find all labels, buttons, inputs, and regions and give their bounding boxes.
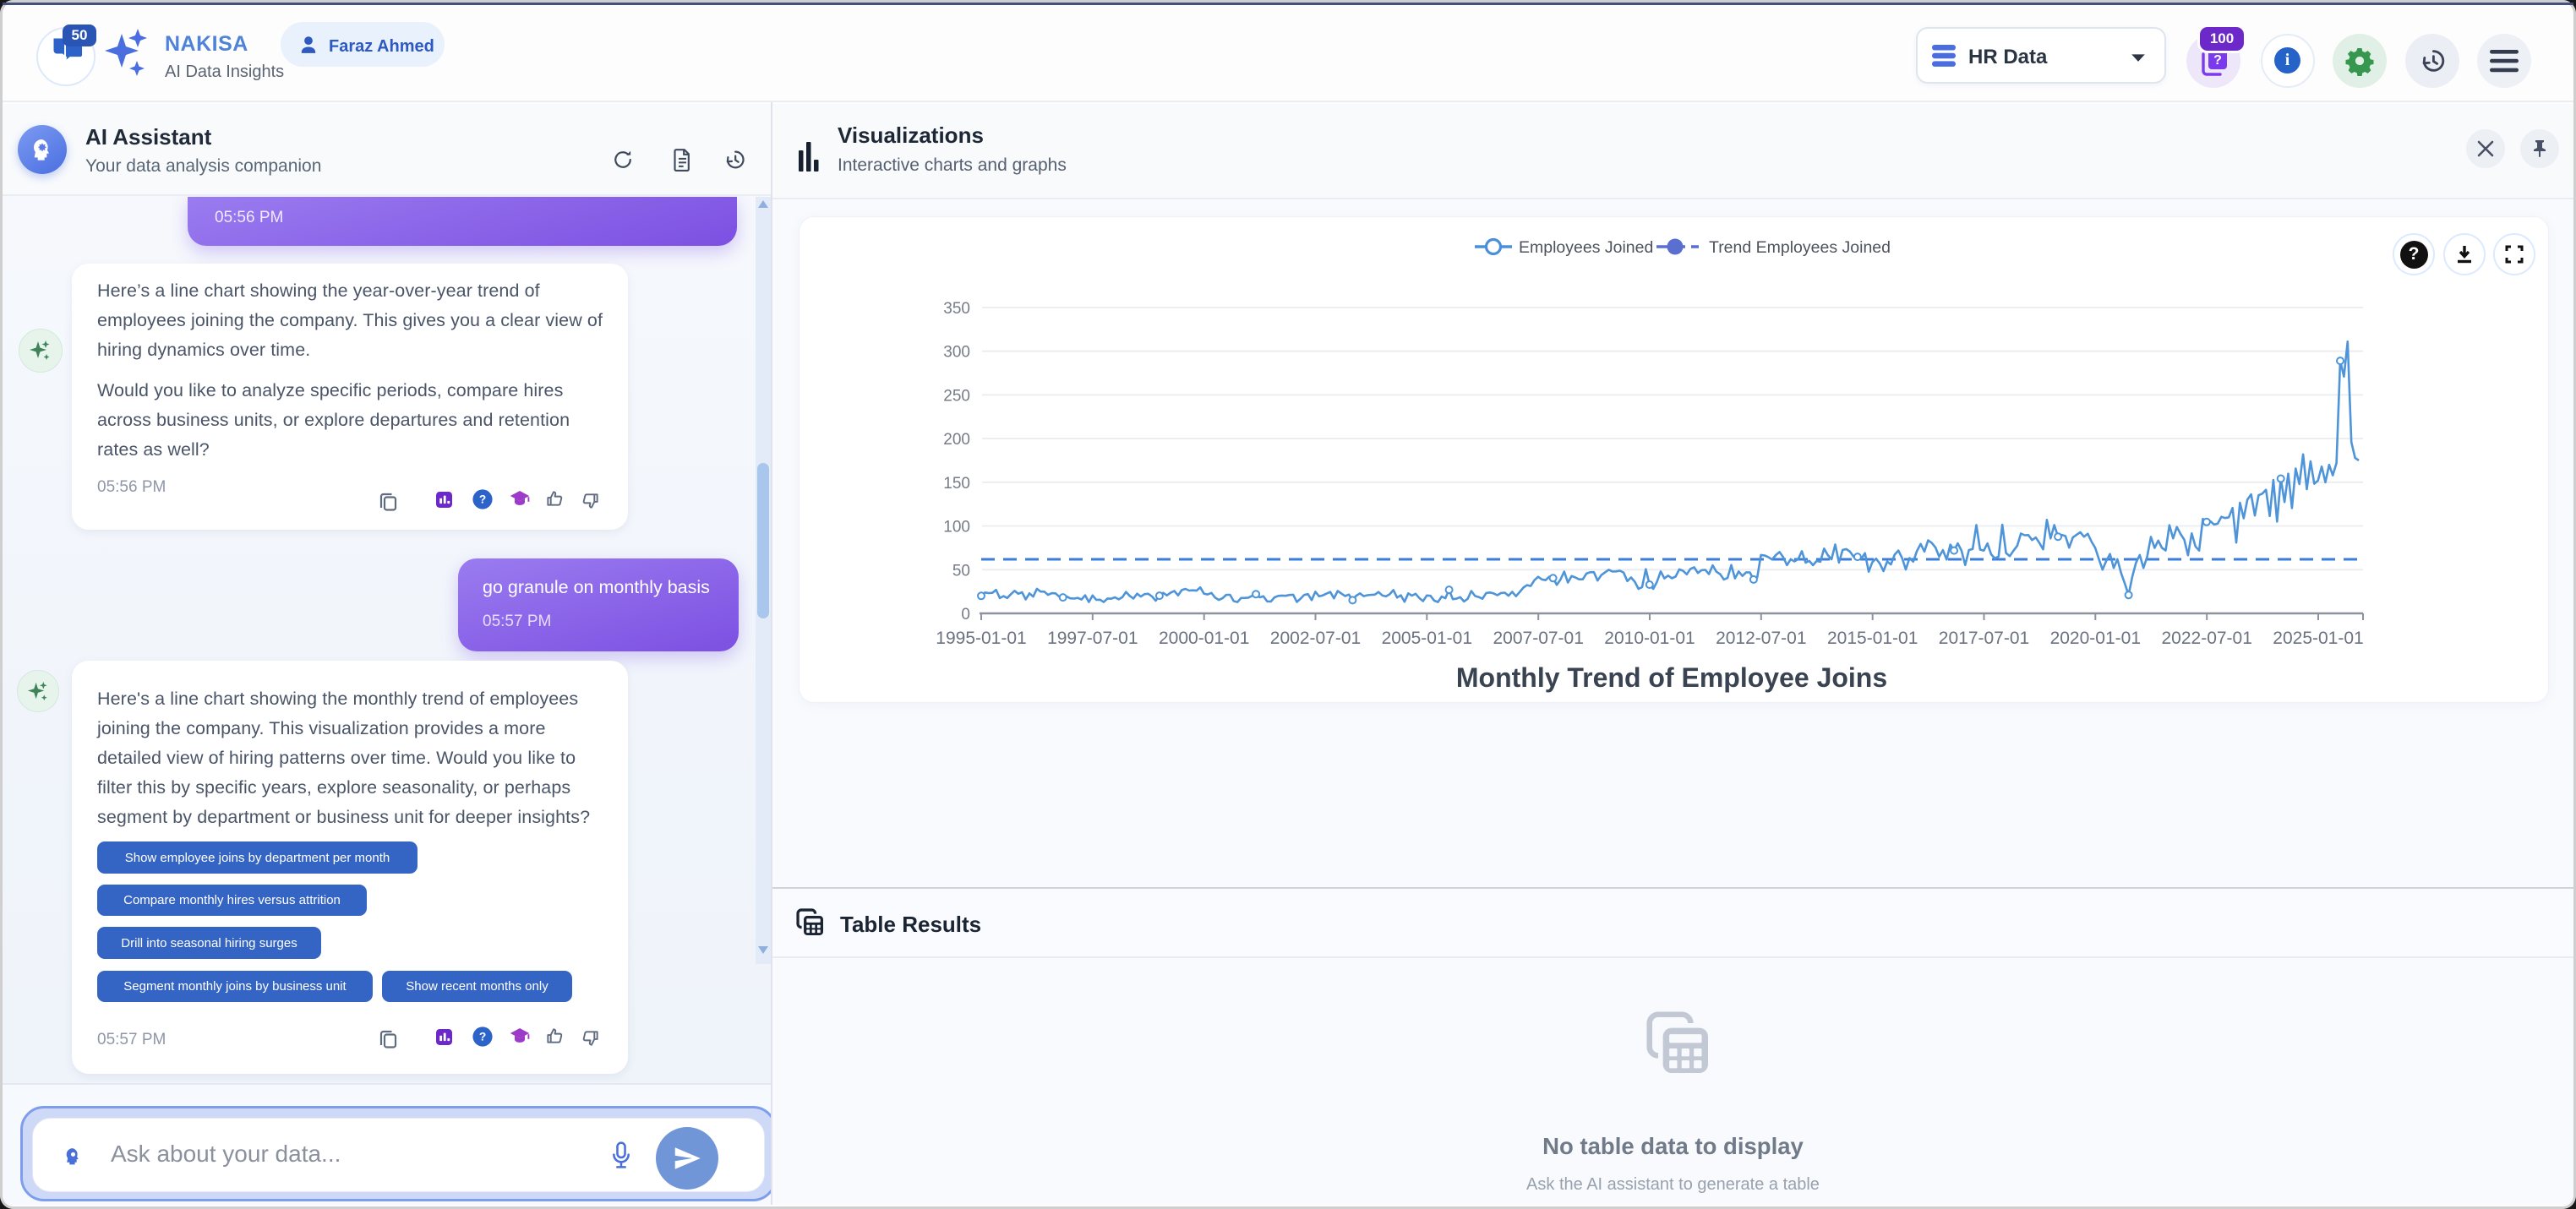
svg-text:Trend Employees Joined: Trend Employees Joined — [1709, 238, 1891, 257]
svg-text:2005-01-01: 2005-01-01 — [1382, 629, 1472, 648]
svg-text:100: 100 — [943, 519, 970, 536]
svg-text:1997-07-01: 1997-07-01 — [1047, 629, 1138, 648]
svg-text:Monthly Trend of Employee Join: Monthly Trend of Employee Joins — [1456, 662, 1887, 693]
svg-text:2012-07-01: 2012-07-01 — [1716, 629, 1806, 648]
svg-text:2017-07-01: 2017-07-01 — [1939, 629, 2029, 648]
svg-text:?: ? — [479, 493, 486, 506]
svg-text:1995-01-01: 1995-01-01 — [936, 629, 1026, 648]
svg-text:2022-07-01: 2022-07-01 — [2161, 629, 2251, 648]
svg-text:300: 300 — [943, 344, 970, 362]
svg-text:2007-07-01: 2007-07-01 — [1493, 629, 1583, 648]
svg-text:250: 250 — [943, 387, 970, 405]
svg-text:350: 350 — [943, 300, 970, 318]
svg-text:2010-01-01: 2010-01-01 — [1604, 629, 1695, 648]
svg-text:50: 50 — [952, 562, 970, 580]
svg-text:?: ? — [479, 1031, 486, 1043]
svg-text:?: ? — [2213, 53, 2222, 68]
svg-text:2015-01-01: 2015-01-01 — [1827, 629, 1918, 648]
svg-text:150: 150 — [943, 475, 970, 493]
svg-text:2000-01-01: 2000-01-01 — [1159, 629, 1249, 648]
svg-text:2002-07-01: 2002-07-01 — [1270, 629, 1361, 648]
svg-text:2025-01-01: 2025-01-01 — [2273, 629, 2363, 648]
svg-text:200: 200 — [943, 431, 970, 449]
svg-text:Employees Joined: Employees Joined — [1519, 238, 1653, 257]
svg-text:2020-01-01: 2020-01-01 — [2050, 629, 2141, 648]
svg-text:0: 0 — [961, 606, 970, 624]
